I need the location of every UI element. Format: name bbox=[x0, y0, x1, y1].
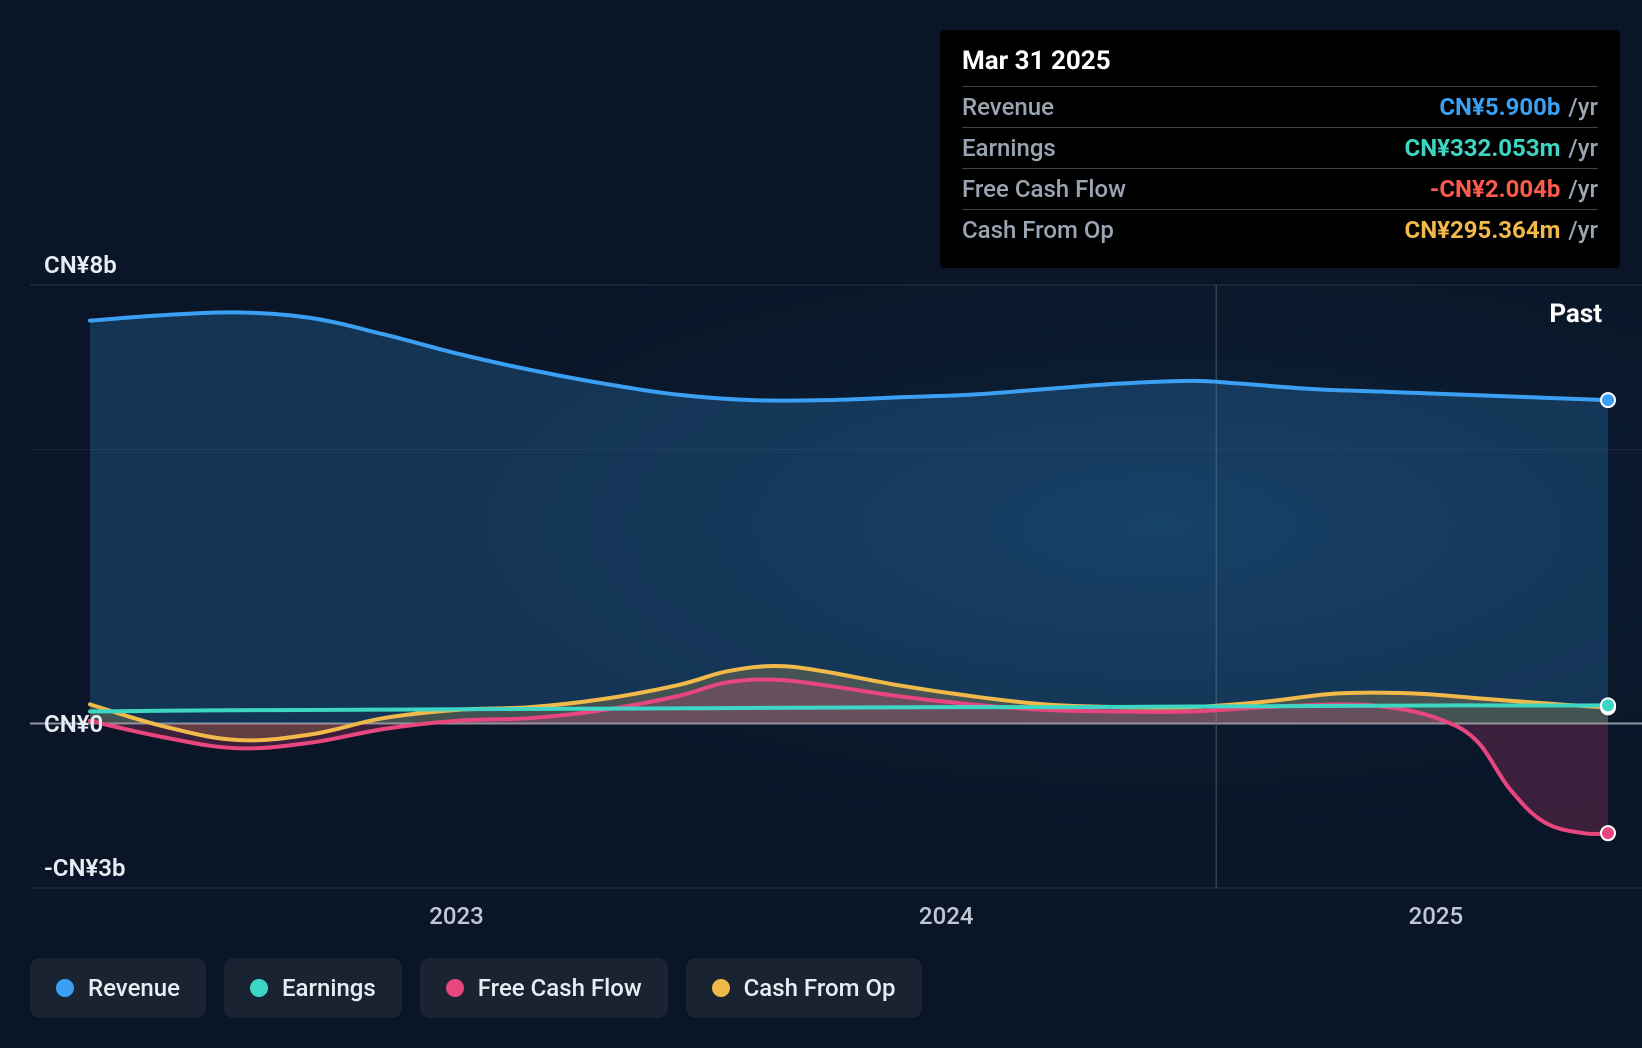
tooltip-row-revenue: Revenue CN¥5.900b /yr bbox=[962, 86, 1598, 127]
y-axis-label-top: CN¥8b bbox=[44, 251, 117, 279]
legend-item-cfo[interactable]: Cash From Op bbox=[686, 958, 922, 1018]
tooltip-unit: /yr bbox=[1568, 134, 1598, 162]
legend-dot-icon bbox=[56, 979, 74, 997]
chart-legend: Revenue Earnings Free Cash Flow Cash Fro… bbox=[30, 958, 922, 1018]
tooltip-label: Cash From Op bbox=[962, 216, 1114, 244]
legend-dot-icon bbox=[446, 979, 464, 997]
tooltip-row-earnings: Earnings CN¥332.053m /yr bbox=[962, 127, 1598, 168]
tooltip-unit: /yr bbox=[1568, 175, 1598, 203]
x-axis-label-2025: 2025 bbox=[1409, 902, 1464, 930]
data-tooltip: Mar 31 2025 Revenue CN¥5.900b /yr Earnin… bbox=[940, 30, 1620, 268]
tooltip-value: -CN¥2.004b bbox=[1430, 175, 1561, 203]
legend-dot-icon bbox=[250, 979, 268, 997]
tooltip-row-cfo: Cash From Op CN¥295.364m /yr bbox=[962, 209, 1598, 250]
chart-container: CN¥8b CN¥0 -CN¥3b 2023 2024 2025 Past Ma… bbox=[0, 0, 1642, 1048]
tooltip-value: CN¥5.900b bbox=[1439, 93, 1560, 121]
x-axis-label-2024: 2024 bbox=[919, 902, 974, 930]
legend-dot-icon bbox=[712, 979, 730, 997]
legend-label: Earnings bbox=[282, 974, 376, 1002]
tooltip-row-fcf: Free Cash Flow -CN¥2.004b /yr bbox=[962, 168, 1598, 209]
tooltip-value: CN¥295.364m bbox=[1405, 216, 1561, 244]
tooltip-date: Mar 31 2025 bbox=[962, 46, 1598, 76]
tooltip-label: Earnings bbox=[962, 134, 1056, 162]
legend-item-fcf[interactable]: Free Cash Flow bbox=[420, 958, 668, 1018]
tooltip-label: Free Cash Flow bbox=[962, 175, 1126, 203]
legend-label: Revenue bbox=[88, 974, 180, 1002]
y-axis-label-zero: CN¥0 bbox=[44, 710, 103, 738]
tooltip-unit: /yr bbox=[1568, 216, 1598, 244]
legend-label: Free Cash Flow bbox=[478, 974, 642, 1002]
y-axis-label-bottom: -CN¥3b bbox=[44, 854, 126, 882]
tooltip-unit: /yr bbox=[1568, 93, 1598, 121]
legend-label: Cash From Op bbox=[744, 974, 896, 1002]
past-period-label: Past bbox=[1549, 299, 1602, 329]
tooltip-value: CN¥332.053m bbox=[1405, 134, 1561, 162]
x-axis-label-2023: 2023 bbox=[429, 902, 484, 930]
legend-item-revenue[interactable]: Revenue bbox=[30, 958, 206, 1018]
legend-item-earnings[interactable]: Earnings bbox=[224, 958, 402, 1018]
tooltip-label: Revenue bbox=[962, 93, 1054, 121]
